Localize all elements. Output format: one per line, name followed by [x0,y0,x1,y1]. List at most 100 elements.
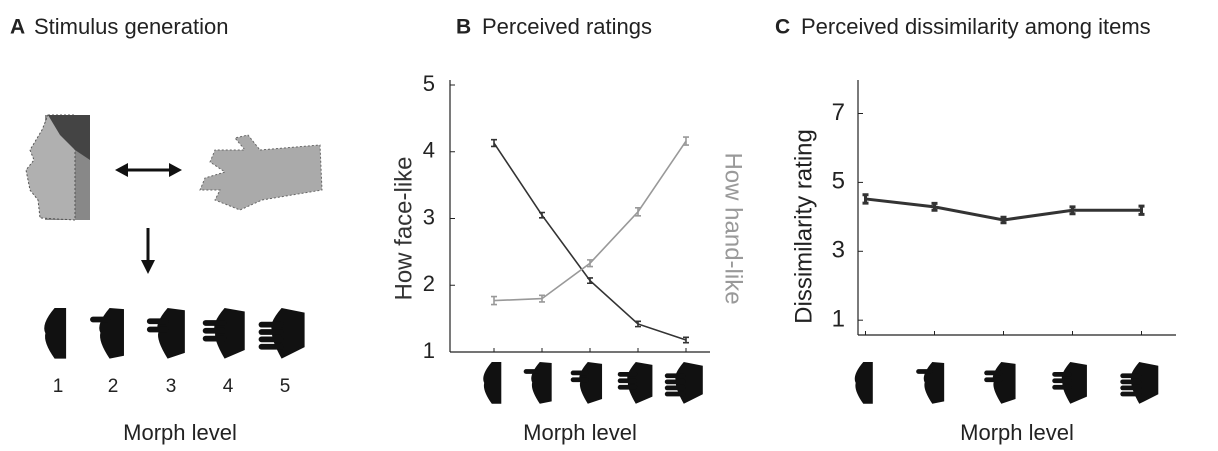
panel-title: Perceived ratings [482,14,652,39]
error-bar [491,295,497,306]
icon-finger [664,385,686,391]
error-bar [1069,205,1076,216]
icon-body [992,362,1016,404]
icon-body [923,362,945,404]
y-axis-label: Dissimilarity rating [790,129,817,324]
icon-finger [916,369,933,374]
error-bar [635,207,641,217]
icon-body [99,308,124,359]
x-axis-label: Morph level [960,420,1074,445]
icon-finger [1120,391,1142,397]
icon-body [854,362,873,404]
y-tick-label: 3 [832,237,845,264]
morph-icon [146,308,185,359]
error-bar [862,193,869,205]
face-image [25,114,90,221]
morph-icon [90,308,124,359]
y-tick-label: 7 [832,99,845,126]
icon-finger [664,373,686,379]
error-bar [1000,215,1007,225]
y-tick-label: 3 [423,204,435,229]
icon-finger [1120,385,1142,391]
panel-letter: A [10,16,25,39]
morph-icon [854,362,873,404]
icon-finger [202,335,227,342]
morph-icon [916,362,945,404]
morph-icon [258,308,305,359]
icon-body [44,308,67,359]
morph-icon [523,362,552,404]
icon-finger [146,326,169,333]
icon-finger [202,320,227,326]
data-line [493,140,687,302]
error-bar [587,277,593,285]
level-label: 5 [280,376,291,397]
icon-finger [258,336,284,343]
series-label: How hand-like [720,152,747,304]
x-axis-label: Morph level [123,420,237,445]
icon-finger [664,379,686,385]
y-tick-label: 4 [423,138,435,163]
error-bar [539,211,545,219]
morph-icon [202,308,245,359]
icon-finger [1052,371,1072,377]
icon-finger [258,343,284,350]
panel-title: Perceived dissimilarity among items [801,14,1151,39]
error-bar [683,336,689,344]
icon-finger [664,391,686,397]
level-label: 3 [166,376,177,397]
y-tick-label: 1 [832,306,845,333]
icon-finger [1052,384,1072,390]
error-bar [539,294,545,303]
data-line [493,142,687,341]
morph-icon [984,362,1016,404]
morph-icon [664,362,703,404]
icon-finger [570,370,589,376]
x-axis-label: Morph level [523,420,637,445]
y-tick-label: 5 [423,71,435,96]
morph-icons [44,308,305,359]
icon-finger [617,378,638,384]
icon-finger [984,370,1003,376]
icon-finger [1120,373,1142,379]
error-bar [635,320,641,328]
series-label: How face-like [390,156,417,300]
icon-finger [617,371,638,377]
icon-finger [523,369,541,374]
y-tick-label: 2 [423,271,435,296]
y-tick-label: 5 [832,168,845,195]
icon-finger [258,329,284,335]
icon-finger [202,327,227,334]
y-tick-label: 1 [423,338,435,363]
error-bar [931,201,938,212]
icon-body [157,308,185,359]
panel-letter: C [775,16,790,39]
icon-finger [1052,378,1072,384]
arrows [115,163,182,274]
morph-icon [617,362,653,404]
icon-finger [1120,379,1142,385]
error-bar [683,136,689,146]
morph-icon [44,308,67,359]
level-label: 1 [53,376,64,397]
morph-icon [1052,362,1087,404]
icon-finger [617,384,638,390]
panel-letter: B [456,16,471,39]
error-bar [587,259,593,268]
icon-finger [258,321,284,328]
hand-image [199,134,323,211]
morph-icon [570,362,603,404]
level-label: 4 [223,376,234,397]
icon-finger [90,316,111,323]
icon-finger [984,377,1003,383]
icon-body [531,362,552,404]
icon-body [579,362,603,404]
error-bar [491,138,497,148]
panel-title: Stimulus generation [34,14,228,39]
icon-finger [146,318,169,325]
morph-icon [483,362,502,404]
level-label: 2 [108,376,119,397]
icon-body [483,362,502,404]
morph-icon [1120,362,1159,404]
